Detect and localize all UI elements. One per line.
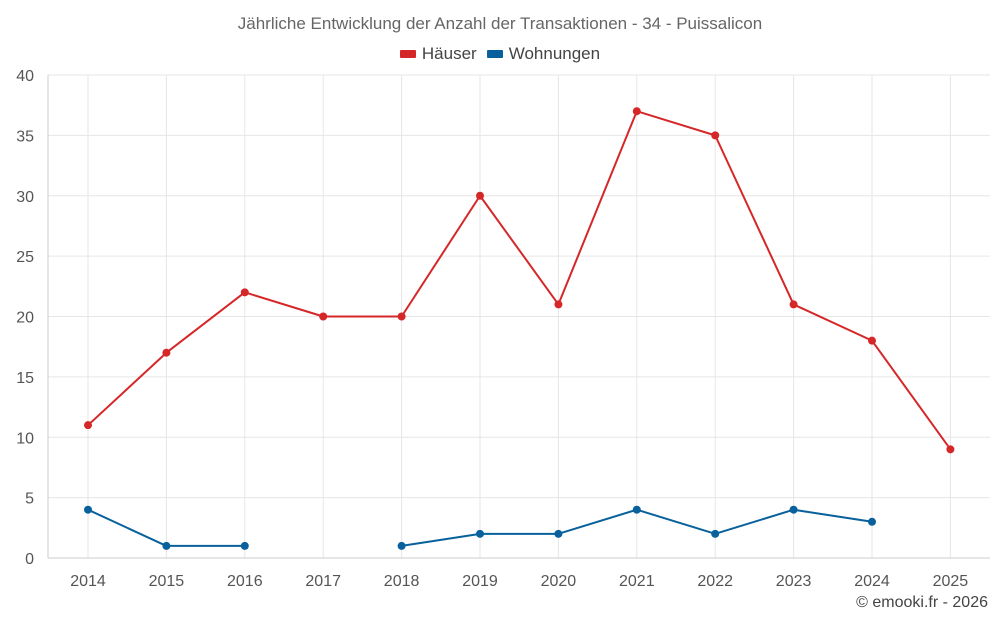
y-tick-label: 5 xyxy=(25,491,34,508)
y-tick-label: 0 xyxy=(25,551,34,568)
x-tick-label: 2019 xyxy=(462,573,498,590)
x-tick-label: 2020 xyxy=(541,573,577,590)
x-tick-label: 2016 xyxy=(227,573,263,590)
y-tick-label: 20 xyxy=(16,310,34,327)
x-tick-label: 2022 xyxy=(697,573,733,590)
data-point-wohnungen xyxy=(554,529,563,538)
data-point-hauser xyxy=(711,131,720,140)
data-point-hauser xyxy=(789,300,798,309)
data-point-wohnungen xyxy=(868,517,876,526)
x-tick-label: 2014 xyxy=(70,573,106,590)
data-point-hauser xyxy=(946,445,955,454)
data-point-wohnungen xyxy=(632,505,641,514)
x-tick-label: 2023 xyxy=(776,573,812,590)
legend-label-wohnungen: Wohnungen xyxy=(508,44,601,63)
data-point-wohnungen xyxy=(711,529,720,538)
credit-text: © emooki.fr - 2026 xyxy=(856,594,988,611)
legend-swatch-wohnungen xyxy=(486,50,503,58)
data-point-hauser xyxy=(84,421,92,430)
x-tick-label: 2021 xyxy=(619,573,655,590)
data-point-wohnungen xyxy=(240,541,249,550)
data-point-hauser xyxy=(632,107,641,116)
data-point-hauser xyxy=(868,336,876,345)
series-line-hauser xyxy=(87,110,952,450)
y-tick-label: 25 xyxy=(16,249,34,266)
x-tick-label: 2024 xyxy=(854,573,890,590)
x-tick-label: 2015 xyxy=(149,573,185,590)
data-point-hauser xyxy=(240,288,249,297)
x-tick-label: 2025 xyxy=(933,573,969,590)
y-tick-label: 35 xyxy=(16,128,34,145)
legend-item-hauser[interactable]: Häuser xyxy=(399,44,477,64)
legend-item-wohnungen[interactable]: Wohnungen xyxy=(486,44,601,64)
data-point-hauser xyxy=(476,191,484,200)
data-point-hauser xyxy=(397,312,406,321)
data-point-wohnungen xyxy=(84,505,92,514)
x-tick-label: 2017 xyxy=(305,573,341,590)
legend-swatch-hauser xyxy=(399,50,416,58)
y-tick-label: 10 xyxy=(16,430,34,447)
y-tick-label: 30 xyxy=(16,189,34,206)
data-point-hauser xyxy=(162,348,171,357)
chart-title: Jährliche Entwicklung der Anzahl der Tra… xyxy=(237,14,763,33)
data-point-wohnungen xyxy=(397,541,406,550)
y-tick-label: 15 xyxy=(16,370,34,387)
data-point-hauser xyxy=(554,300,563,309)
data-point-wohnungen xyxy=(476,529,484,538)
data-point-hauser xyxy=(319,312,328,321)
y-tick-label: 40 xyxy=(16,68,34,85)
legend: Häuser Wohnungen xyxy=(0,44,1000,64)
data-point-wohnungen xyxy=(789,505,798,514)
legend-label-hauser: Häuser xyxy=(421,44,477,63)
x-tick-label: 2018 xyxy=(384,573,420,590)
data-point-wohnungen xyxy=(162,541,171,550)
